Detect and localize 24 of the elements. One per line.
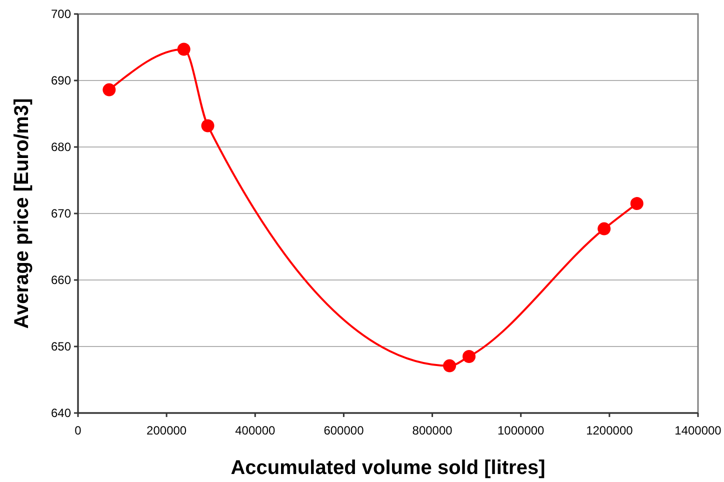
y-tick-label: 670 bbox=[50, 206, 72, 220]
x-tick-label: 0 bbox=[74, 423, 82, 438]
point bbox=[443, 359, 456, 372]
x-tick-label: 400000 bbox=[235, 423, 276, 438]
point bbox=[462, 350, 476, 363]
x-tick-label: 600000 bbox=[324, 423, 364, 438]
y-tick-label: 640 bbox=[50, 406, 72, 420]
point bbox=[630, 197, 644, 210]
y-tick-label: 660 bbox=[50, 272, 72, 287]
x-axis-title: Accumulated volume sold [litres] bbox=[230, 457, 546, 479]
y-tick-label: 700 bbox=[50, 6, 72, 21]
point bbox=[102, 83, 116, 96]
x-tick-label: 200000 bbox=[146, 423, 187, 438]
y-tick-label: 680 bbox=[50, 140, 72, 154]
x-tick-label: 1000000 bbox=[498, 423, 545, 438]
y-tick-label: 690 bbox=[50, 73, 72, 88]
y-tick-label: 650 bbox=[50, 339, 72, 354]
x-tick-label: 1400000 bbox=[674, 423, 722, 438]
point bbox=[177, 42, 190, 56]
point bbox=[598, 222, 611, 236]
point bbox=[201, 119, 214, 132]
y-axis-title: Average price [Euro/m3] bbox=[11, 98, 33, 329]
x-tick-label: 1200000 bbox=[586, 423, 634, 438]
x-tick-label: 800000 bbox=[412, 423, 453, 438]
